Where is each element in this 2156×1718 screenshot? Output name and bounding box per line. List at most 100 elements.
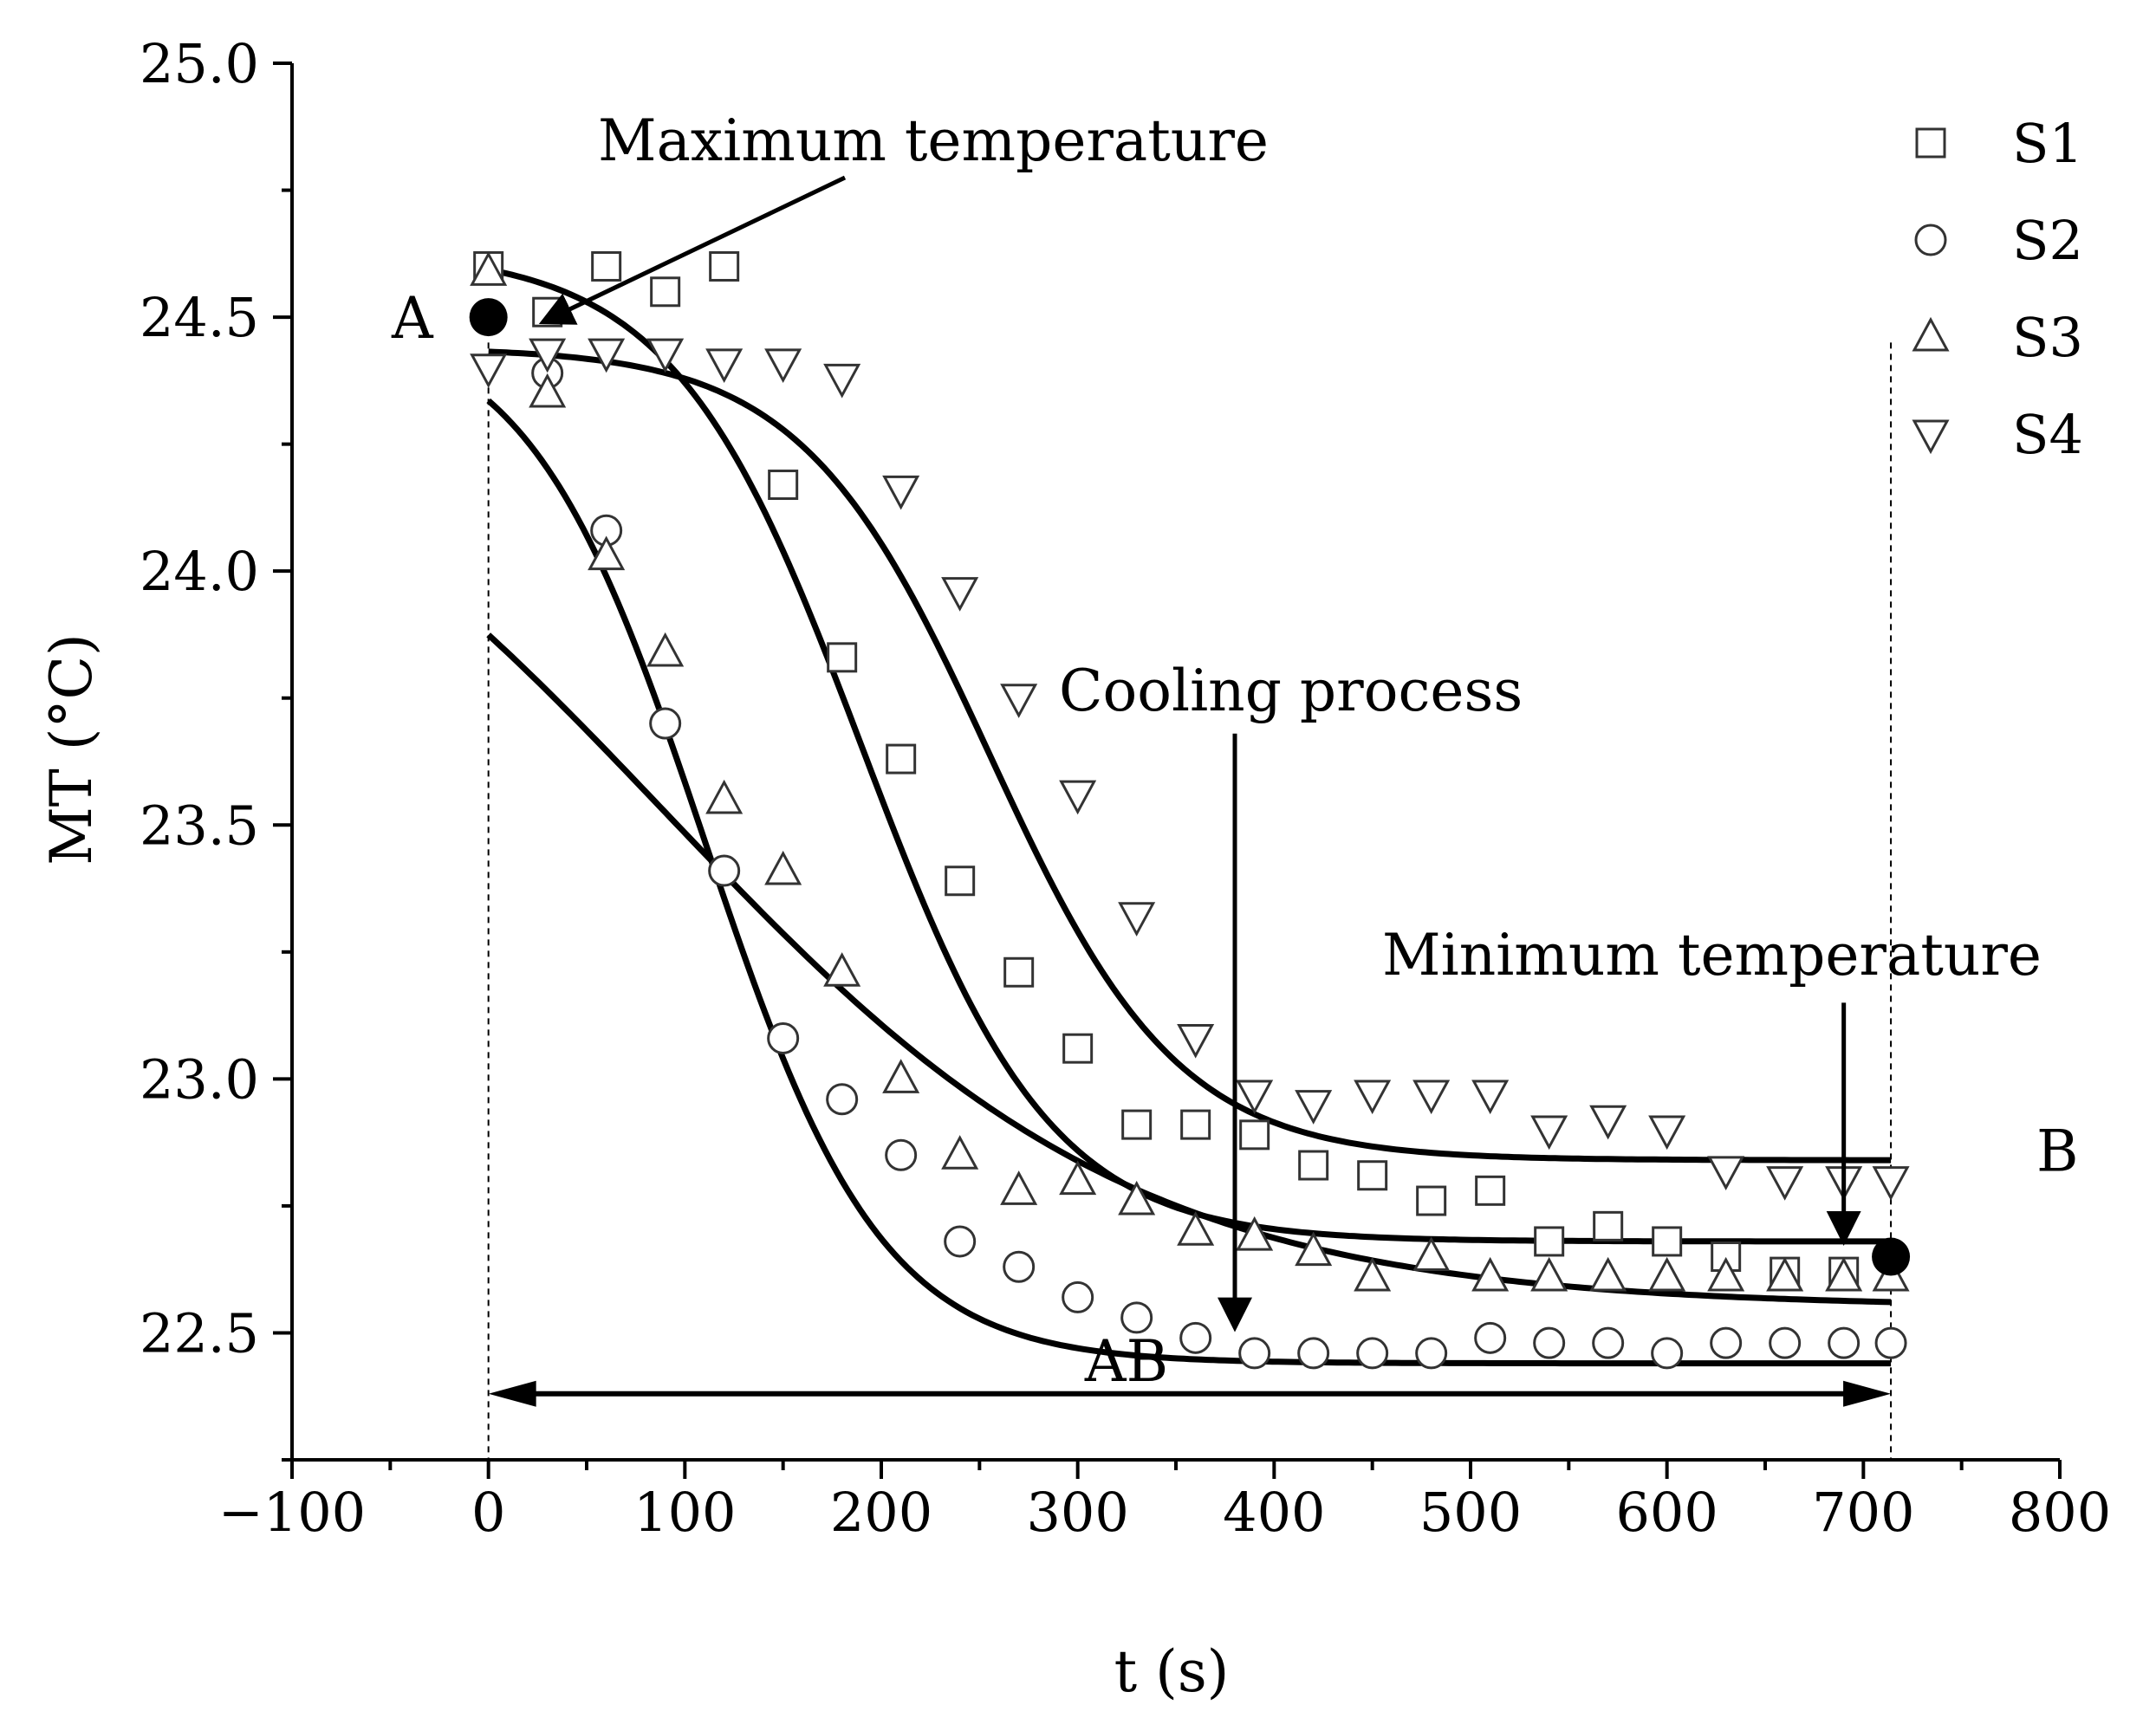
data-point-s1 xyxy=(1357,1160,1388,1191)
data-point-s2 xyxy=(1828,1326,1861,1359)
data-point-s4 xyxy=(1118,902,1156,937)
data-point-s3 xyxy=(1295,1231,1333,1267)
data-point-s3 xyxy=(529,373,567,408)
legend-marker-s4 xyxy=(1912,419,1950,455)
axes: −100 0 100 200 300 400 500 600 700 800 22.5 23.0 23.… xyxy=(140,32,2111,1544)
x-tick-label: −100 xyxy=(218,1481,366,1544)
ab-arrowhead-left xyxy=(488,1380,536,1407)
maximum-temperature-arrow xyxy=(538,175,847,325)
data-point-s2 xyxy=(885,1138,918,1171)
data-point-s3 xyxy=(646,632,685,667)
data-point-s1 xyxy=(650,276,681,308)
data-point-s2 xyxy=(1592,1326,1625,1359)
data-point-s4 xyxy=(1236,1079,1274,1115)
point-b xyxy=(1872,1237,1911,1276)
data-point-s2 xyxy=(1238,1337,1271,1370)
data-point-s4 xyxy=(1471,1079,1510,1115)
data-point-s4 xyxy=(1354,1079,1392,1115)
data-point-s3 xyxy=(1177,1211,1215,1246)
data-point-s4 xyxy=(646,338,685,373)
data-point-s3 xyxy=(1059,1160,1097,1196)
data-point-s4 xyxy=(588,338,626,373)
data-point-s4 xyxy=(1295,1090,1333,1125)
data-point-s3 xyxy=(1236,1216,1274,1251)
legend-label-s3: S3 xyxy=(2012,306,2083,369)
data-point-s4 xyxy=(1412,1079,1451,1115)
data-point-s2 xyxy=(649,707,682,740)
data-point-s1 xyxy=(1534,1226,1565,1257)
annotation-minimum-temperature: Minimum temperature xyxy=(1382,922,2042,989)
data-point-s2 xyxy=(1179,1321,1212,1354)
legend-marker-s2 xyxy=(1914,224,1947,256)
data-point-s3 xyxy=(764,850,802,885)
data-point-s1 xyxy=(591,250,622,282)
x-tick-label: 600 xyxy=(1615,1481,1718,1544)
data-point-s3 xyxy=(1766,1256,1804,1292)
data-point-s4 xyxy=(1872,1166,1910,1201)
data-point-s1 xyxy=(1180,1109,1211,1140)
legend-marker-s1 xyxy=(1915,127,1946,159)
y-tick-label: 22.5 xyxy=(140,1301,259,1365)
data-point-s3 xyxy=(1648,1256,1686,1292)
fit-curve-s4 xyxy=(488,348,1892,1164)
data-point-s3 xyxy=(1471,1256,1510,1292)
data-point-s2 xyxy=(944,1225,977,1258)
data-point-s2 xyxy=(1120,1301,1153,1334)
y-axis-title: MT (°C) xyxy=(38,633,105,865)
data-point-s2 xyxy=(767,1021,800,1054)
data-point-s3 xyxy=(1825,1256,1863,1292)
data-point-s3 xyxy=(1118,1180,1156,1216)
data-point-s3 xyxy=(588,535,626,571)
x-tick-label: 800 xyxy=(2009,1481,2111,1544)
data-point-s2 xyxy=(1533,1326,1566,1359)
data-point-s3 xyxy=(1354,1256,1392,1292)
fit-curves xyxy=(486,266,1892,1367)
x-tick-label: 500 xyxy=(1419,1481,1522,1544)
data-point-s1 xyxy=(709,250,740,282)
data-point-s3 xyxy=(1589,1256,1627,1292)
data-point-s4 xyxy=(1766,1166,1804,1201)
data-point-s1 xyxy=(1416,1185,1447,1216)
point-a xyxy=(469,298,508,337)
data-point-s1 xyxy=(1652,1226,1683,1257)
legend-marker-s3 xyxy=(1912,316,1950,352)
data-point-s3 xyxy=(470,251,508,286)
data-point-s4 xyxy=(882,475,920,510)
ab-label: AB xyxy=(1084,1328,1168,1395)
x-tick-label: 300 xyxy=(1026,1481,1128,1544)
data-point-s1 xyxy=(1298,1150,1329,1181)
data-point-s2 xyxy=(708,854,741,887)
y-tick-label: 24.5 xyxy=(140,286,259,349)
data-point-s3 xyxy=(1412,1236,1451,1272)
legend: S1 S2 S3 S4 xyxy=(1912,112,2083,466)
y-tick-label: 25.0 xyxy=(140,32,259,95)
x-tick-label: 200 xyxy=(830,1481,932,1544)
data-point-s2 xyxy=(1474,1321,1507,1354)
data-point-s3 xyxy=(823,952,861,987)
point-a-label: A xyxy=(391,285,434,352)
legend-label-s2: S2 xyxy=(2012,209,2083,272)
fit-curve-s1 xyxy=(487,266,1892,1245)
legend-label-s4: S4 xyxy=(2012,403,2083,466)
data-point-s1 xyxy=(945,865,976,897)
data-point-s2 xyxy=(1062,1280,1094,1313)
data-point-s1 xyxy=(827,642,858,673)
data-point-s1 xyxy=(886,743,917,775)
x-tick-label: 400 xyxy=(1223,1481,1325,1544)
legend-label-s1: S1 xyxy=(2012,112,2083,175)
data-point-s4 xyxy=(529,338,567,373)
fit-curve-s2 xyxy=(486,398,1892,1367)
y-tick-label: 23.5 xyxy=(140,794,259,857)
y-tick-label: 23.0 xyxy=(140,1047,259,1111)
data-point-s1 xyxy=(1239,1119,1270,1151)
x-tick-label: 700 xyxy=(1812,1481,1914,1544)
data-point-s1 xyxy=(1475,1175,1506,1206)
data-point-s4 xyxy=(1177,1023,1215,1059)
data-point-s4 xyxy=(470,353,508,388)
data-markers xyxy=(470,250,1910,1370)
data-point-s2 xyxy=(1710,1326,1743,1359)
data-point-s2 xyxy=(826,1083,859,1116)
data-point-s2 xyxy=(1356,1337,1389,1370)
x-tick-label: 0 xyxy=(471,1481,505,1544)
